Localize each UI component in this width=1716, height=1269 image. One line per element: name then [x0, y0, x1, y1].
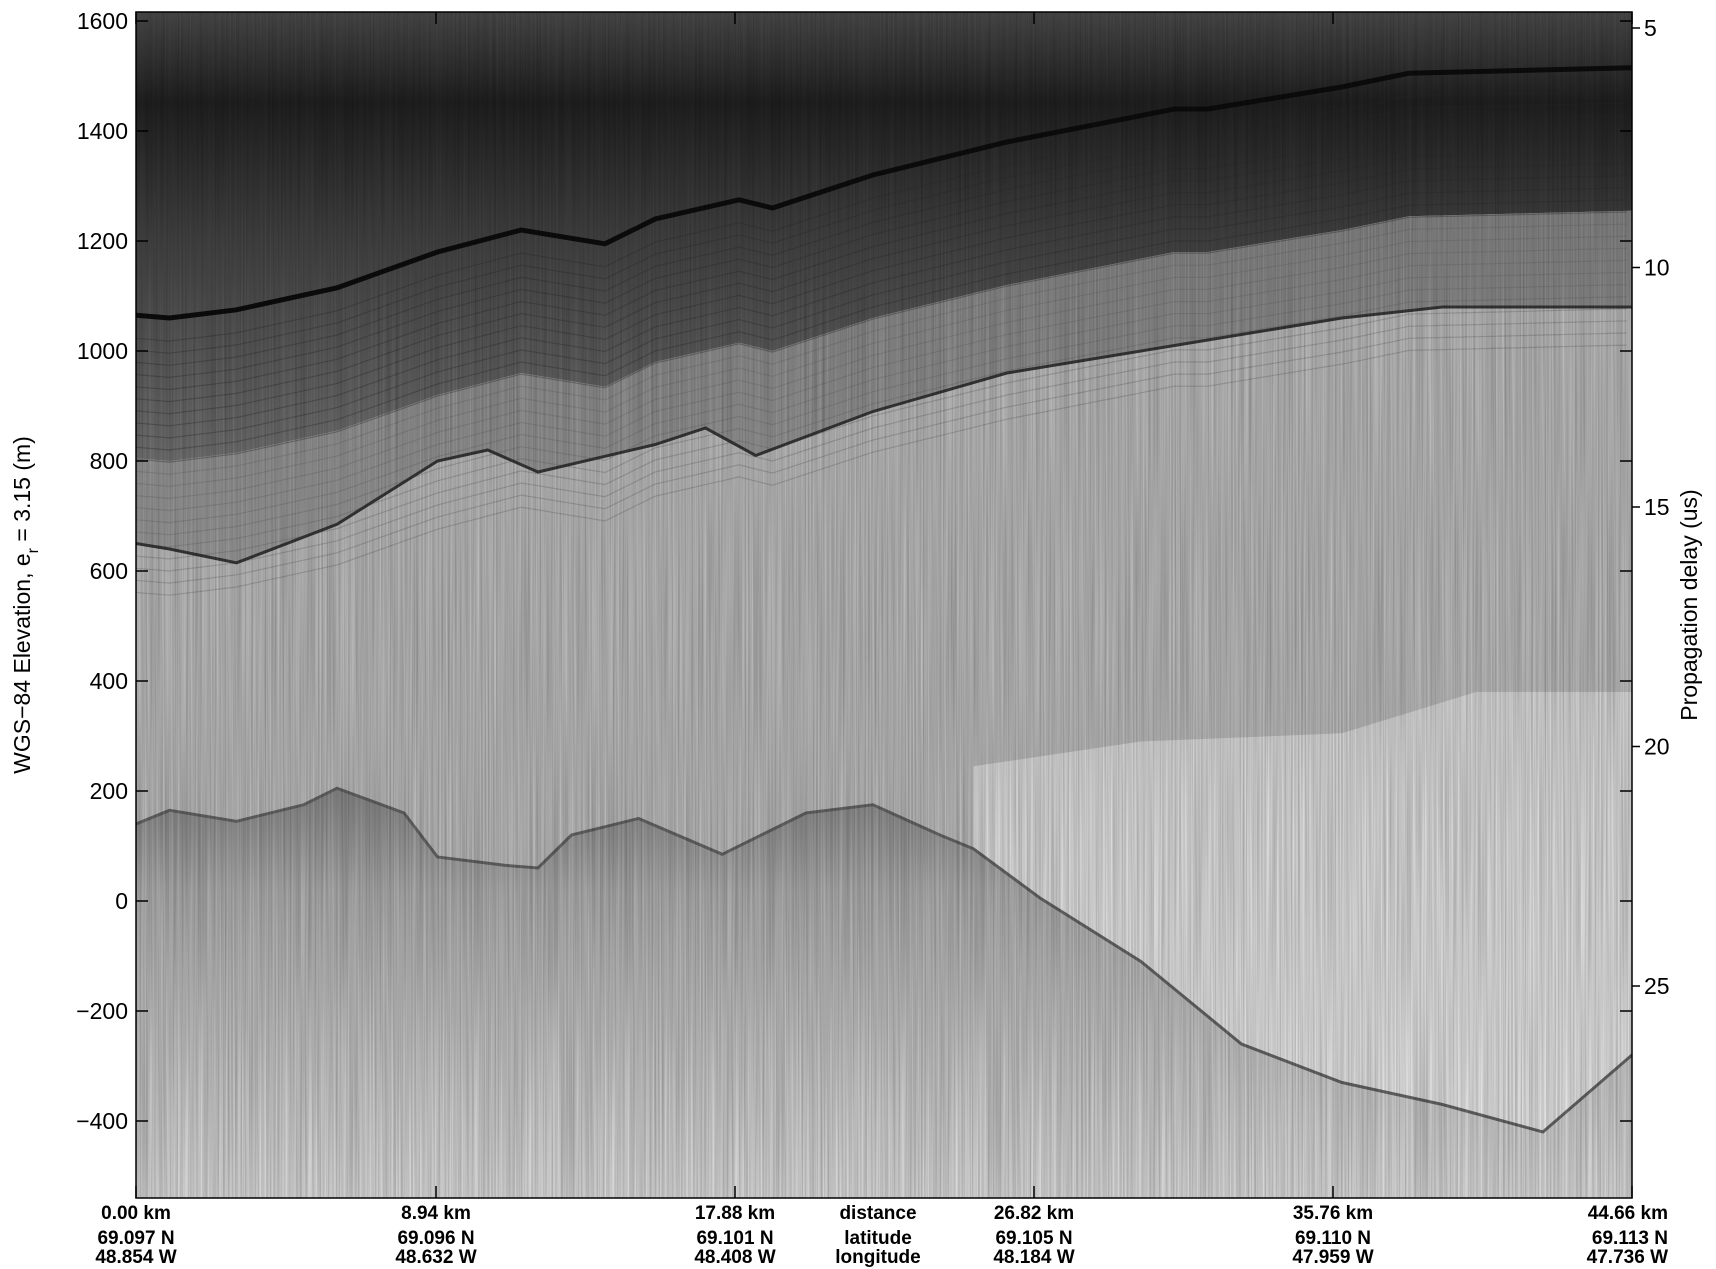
left-axis-title: WGS−84 Elevation, er = 3.15 (m) — [9, 436, 42, 774]
left-tick-label: −200 — [76, 998, 128, 1024]
x-distance-label: 44.66 km — [1588, 1203, 1668, 1224]
x-latitude-label: 69.105 N — [995, 1228, 1072, 1249]
x-longitude-label: 48.408 W — [694, 1247, 775, 1268]
left-tick-label: 0 — [115, 888, 128, 914]
left-tick-label: 1000 — [77, 338, 128, 364]
left-tick-label: 1600 — [77, 8, 128, 34]
right-tick-label: 25 — [1644, 973, 1670, 999]
x-longitude-label: 48.854 W — [95, 1247, 176, 1268]
plot-frame — [135, 11, 1633, 1199]
x-latitude-label: 69.096 N — [397, 1228, 474, 1249]
x-latitude-label: 69.110 N — [1295, 1228, 1371, 1249]
left-y-axis: 1600 1400 1200 1000 800 600 400 200 0 −200 −400 — [76, 8, 1632, 1134]
right-tick-label: 20 — [1644, 734, 1670, 760]
x-distance-label: 26.82 km — [994, 1203, 1074, 1224]
left-tick-label: 600 — [90, 558, 128, 584]
right-tick-label: 5 — [1644, 15, 1657, 41]
x-latitude-label: 69.101 N — [696, 1228, 773, 1249]
right-axis-title: Propagation delay (us) — [1676, 489, 1702, 720]
x-center-caption: distance — [839, 1203, 916, 1224]
x-axis-ticks — [135, 12, 1633, 1198]
x-longitude-label: 48.632 W — [395, 1247, 476, 1268]
x-distance-label: 0.00 km — [101, 1203, 171, 1224]
x-center-caption: latitude — [844, 1228, 912, 1249]
echogram-image — [136, 12, 1632, 1198]
x-distance-label: 8.94 km — [401, 1203, 471, 1224]
left-tick-label: 800 — [90, 448, 128, 474]
left-tick-label: 200 — [90, 778, 128, 804]
x-latitude-label: 69.097 N — [97, 1228, 174, 1249]
x-center-caption: longitude — [835, 1247, 920, 1268]
x-longitude-label: 48.184 W — [993, 1247, 1074, 1268]
left-tick-label: 1400 — [77, 118, 128, 144]
right-y-axis: 5 10 15 20 25 — [1632, 15, 1670, 999]
right-tick-label: 10 — [1644, 255, 1670, 281]
x-latitude-label: 69.113 N — [1592, 1228, 1668, 1249]
x-longitude-label: 47.736 W — [1587, 1247, 1668, 1268]
left-tick-label: 1200 — [77, 228, 128, 254]
left-tick-label: −400 — [76, 1108, 128, 1134]
right-tick-label: 15 — [1644, 494, 1670, 520]
x-distance-label: 17.88 km — [695, 1203, 775, 1224]
left-tick-label: 400 — [90, 668, 128, 694]
noise-streaks — [136, 12, 1632, 1198]
x-longitude-label: 47.959 W — [1292, 1247, 1373, 1268]
x-distance-label: 35.76 km — [1293, 1203, 1373, 1224]
